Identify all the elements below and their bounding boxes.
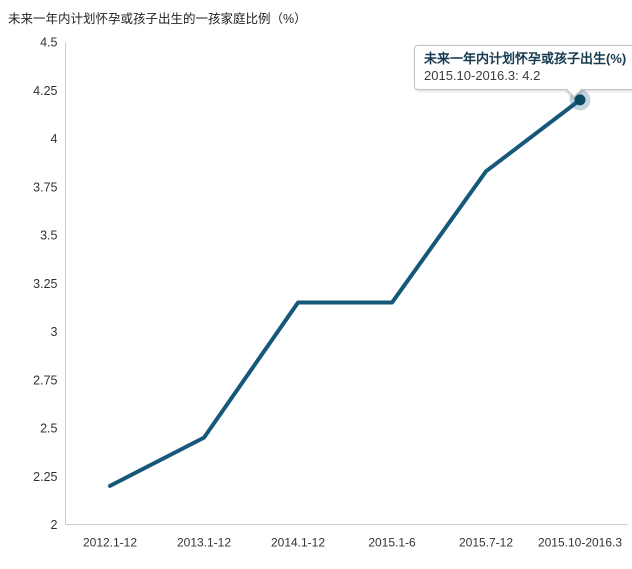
y-tick-label: 2.25 [33,470,57,484]
y-tick-label: 4.25 [33,84,57,98]
x-tick-label: 2015.7-12 [459,536,513,550]
y-tick-label: 2 [51,518,58,532]
tooltip-title: 未来一年内计划怀孕或孩子出生(%) [424,51,627,66]
series-line[interactable] [108,97,582,488]
y-tick-label: 2.75 [33,373,57,387]
point-marker[interactable] [574,94,586,106]
chart-title: 未来一年内计划怀孕或孩子出生的一孩家庭比例（%） [8,12,307,26]
y-tick-label: 2.5 [40,422,57,436]
x-tick-label: 2015.10-2016.3 [538,536,622,550]
tooltip-value: 2015.10-2016.3: 4.2 [424,67,541,83]
y-tick-label: 3.5 [40,229,57,243]
x-tick-label: 2015.1-6 [368,536,416,550]
y-tick-label: 3.75 [33,180,57,194]
y-tick-label: 4 [51,132,58,146]
x-tick-label: 2013.1-12 [177,536,231,550]
y-tick-label: 4.5 [40,36,57,50]
x-tick-label: 2014.1-12 [271,536,325,550]
x-tick-label: 2012.1-12 [83,536,137,550]
y-tick-label: 3 [51,325,58,339]
tooltip: 未来一年内计划怀孕或孩子出生(%) 2015.10-2016.3: 4.2 [414,45,632,98]
y-tick-label: 3.25 [33,277,57,291]
